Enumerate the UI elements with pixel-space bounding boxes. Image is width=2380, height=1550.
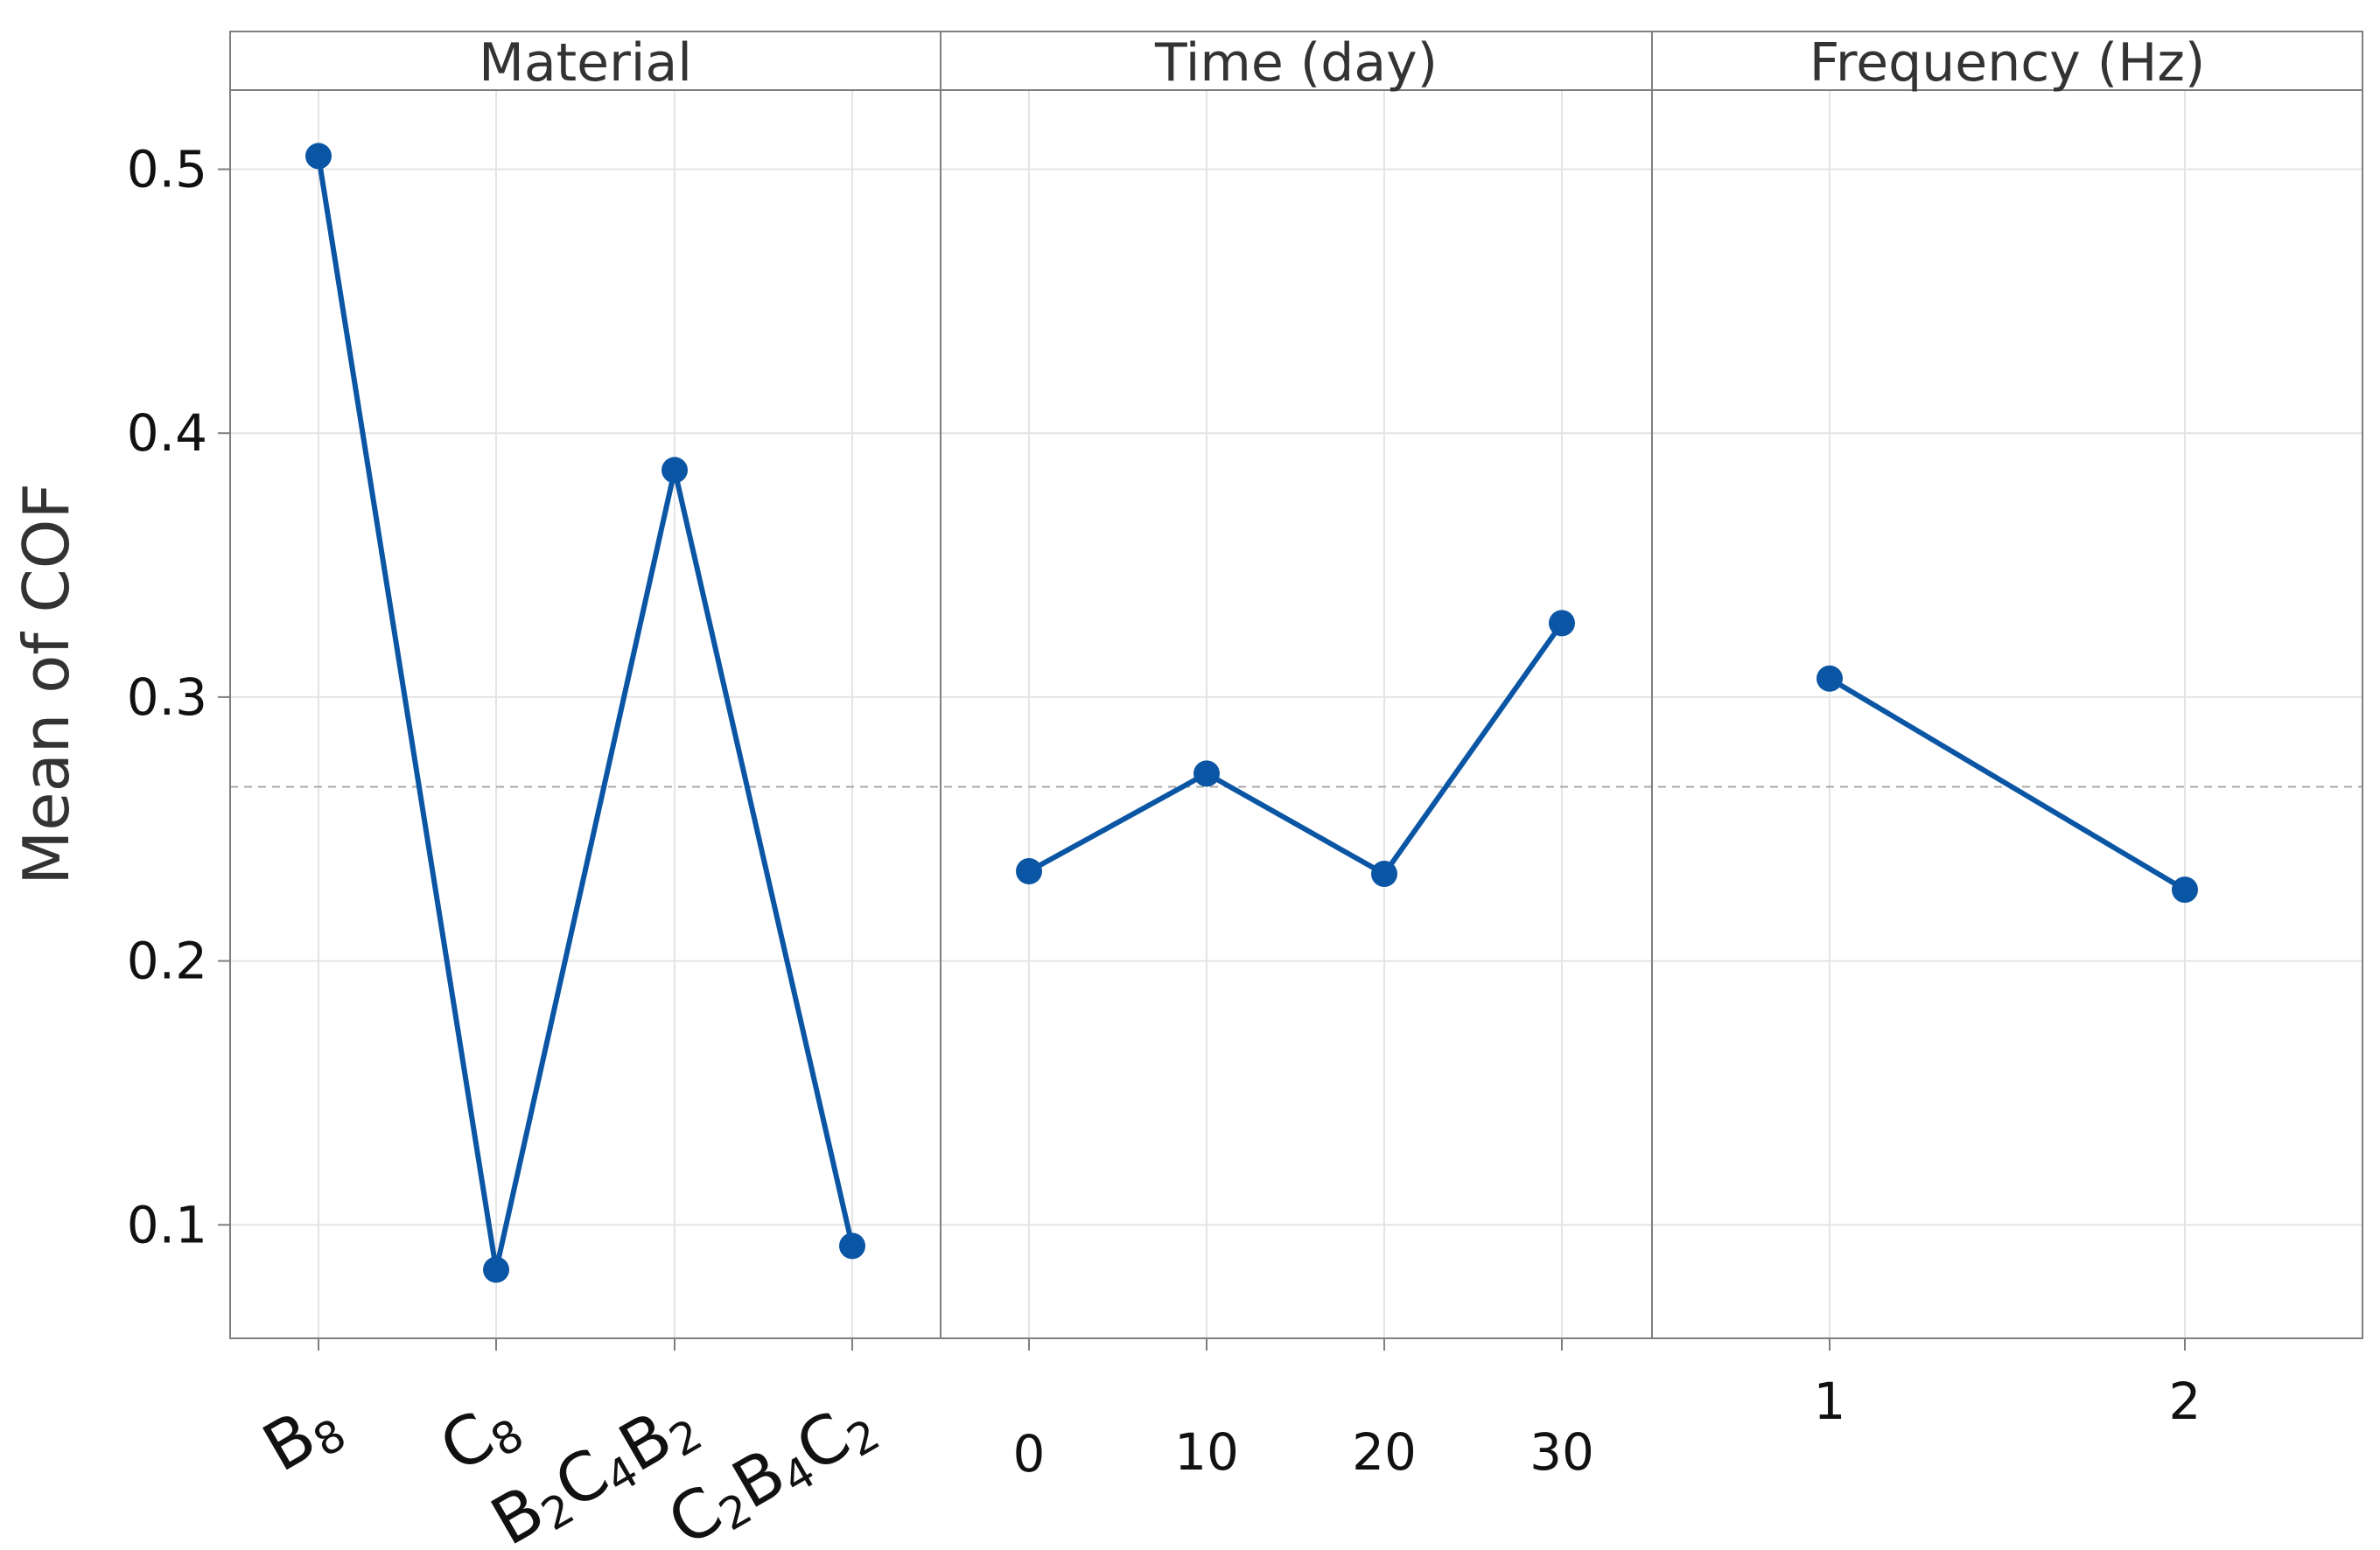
x-tick-label: B8 xyxy=(250,1383,354,1491)
data-point xyxy=(662,457,688,484)
x-tick-label: 0 xyxy=(1013,1424,1046,1484)
y-tick-label: 0.3 xyxy=(127,667,207,727)
x-tick-label: 2 xyxy=(2169,1372,2202,1431)
panel-title: Time (day) xyxy=(1154,32,1438,94)
data-point xyxy=(2172,876,2198,904)
series-line xyxy=(1828,676,2187,892)
x-tick-label: 30 xyxy=(1530,1422,1594,1482)
data-point xyxy=(839,1232,865,1260)
x-tick-label: C2B4C2 xyxy=(655,1383,888,1550)
x-tick-label: 10 xyxy=(1174,1422,1239,1482)
y-axis-label: Mean of COF xyxy=(10,483,83,885)
y-tick-label: 0.5 xyxy=(127,140,207,199)
panel-title: Frequency (Hz) xyxy=(1810,32,2205,94)
series-line xyxy=(1027,621,1564,877)
plot-background xyxy=(230,31,2362,1338)
plot-frame xyxy=(229,31,2363,1339)
panel-title: Material xyxy=(479,32,692,94)
y-tick-label: 0.2 xyxy=(127,932,207,991)
data-point xyxy=(1194,760,1220,787)
series-line xyxy=(316,155,855,1273)
x-tick-label: 1 xyxy=(1814,1372,1846,1431)
data-point xyxy=(483,1256,509,1283)
x-tick-label: 20 xyxy=(1352,1422,1417,1482)
data-point xyxy=(1016,858,1042,885)
y-tick-label: 0.4 xyxy=(127,403,207,463)
y-tick-label: 0.1 xyxy=(127,1195,207,1254)
data-point xyxy=(305,143,332,170)
data-point xyxy=(1549,610,1575,637)
data-point xyxy=(1371,861,1397,888)
data-point xyxy=(1816,665,1843,692)
